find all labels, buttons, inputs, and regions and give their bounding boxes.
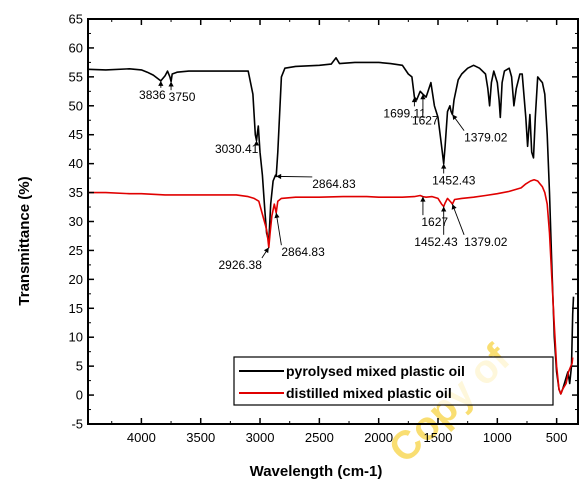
x-tick-label: 3500: [186, 430, 215, 445]
y-tick-label: 35: [69, 185, 83, 200]
peak-arrow-head: [441, 163, 447, 169]
y-tick-label: -5: [71, 417, 83, 432]
x-tick-label: 500: [546, 430, 568, 445]
peak-arrow-head: [451, 204, 457, 210]
peak-arrow-head: [263, 247, 269, 254]
peak-label: 1379.02: [464, 131, 508, 145]
peak-arrow: [451, 203, 465, 235]
x-tick-label: 1500: [424, 430, 453, 445]
y-tick-label: 0: [76, 388, 83, 403]
peak-label: 1627: [421, 215, 448, 229]
y-tick-label: 25: [69, 243, 83, 258]
y-tick-label: 45: [69, 127, 83, 142]
x-tick-label: 4000: [127, 430, 156, 445]
peak-label: 1452.43: [414, 235, 458, 249]
peak-label: 1379.02: [464, 235, 508, 249]
y-tick-label: 40: [69, 156, 83, 171]
y-tick-label: 15: [69, 301, 83, 316]
peak-label: 2926.38: [219, 258, 263, 272]
peak-label: 2864.83: [281, 245, 325, 259]
peak-arrow-head: [158, 80, 164, 86]
x-tick-label: 1000: [483, 430, 512, 445]
peak-arrow-head: [276, 173, 282, 180]
legend-label: pyrolysed mixed plastic oil: [286, 363, 465, 379]
peak-arrow-head: [411, 97, 417, 103]
peak-label: 3836: [139, 88, 166, 102]
peak-label: 3030.41: [215, 142, 259, 156]
annotations: 3836 37503030.412864.831699.1116271452.43…: [139, 80, 508, 272]
plot-area: [87, 57, 575, 395]
y-tick-label: 30: [69, 214, 83, 229]
legend-label: distilled mixed plastic oil: [286, 385, 452, 401]
x-tick-label: 2500: [305, 430, 334, 445]
peak-arrow: [276, 175, 313, 178]
y-tick-label: 60: [69, 40, 83, 55]
y-tick-label: 5: [76, 359, 83, 374]
y-tick-label: 20: [69, 272, 83, 287]
legend: pyrolysed mixed plastic oil distilled mix…: [233, 356, 554, 406]
peak-label: 1627: [412, 113, 439, 127]
x-tick-label: 2000: [364, 430, 393, 445]
x-tick-label: 3000: [246, 430, 275, 445]
y-axis-title: Transmittance (%): [16, 176, 33, 305]
peak-label: 2864.83: [312, 177, 356, 191]
peak-arrow-head: [253, 140, 260, 146]
series-line-1: [88, 179, 574, 395]
axes: 4000 3500 3000 2500 2000 1500 1000 500 -5 0 5 10 15 2…: [69, 12, 579, 445]
y-tick-label: 10: [69, 330, 83, 345]
peak-arrow-head: [274, 212, 280, 219]
peak-label: 3750: [169, 90, 196, 104]
y-tick-label: 55: [69, 69, 83, 84]
x-axis-title: Wavelength (cm-1): [250, 463, 383, 480]
peak-arrow-head: [420, 196, 426, 202]
peak-arrow-head: [452, 114, 458, 120]
y-tick-label: 65: [69, 12, 83, 27]
peak-arrow-head: [441, 206, 447, 212]
peak-label: 1452.43: [432, 173, 476, 187]
peak-arrow: [275, 212, 282, 246]
peak-label: 1699.11: [383, 106, 426, 120]
y-tick-label: 50: [69, 98, 83, 113]
legend-box: [233, 356, 554, 406]
peak-arrow-head: [168, 81, 174, 87]
peak-arrow-head: [420, 94, 426, 100]
series-line-0: [87, 57, 575, 395]
